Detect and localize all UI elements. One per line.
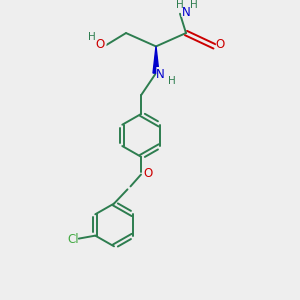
Text: H: H bbox=[176, 1, 184, 10]
Text: O: O bbox=[143, 167, 152, 179]
Text: N: N bbox=[182, 6, 190, 19]
Text: Cl: Cl bbox=[68, 233, 79, 246]
Text: N: N bbox=[154, 67, 167, 82]
Text: O: O bbox=[216, 38, 225, 50]
Text: H: H bbox=[88, 32, 95, 42]
Text: N: N bbox=[156, 68, 165, 81]
Text: O: O bbox=[94, 37, 107, 52]
Text: O: O bbox=[96, 38, 105, 50]
Text: O: O bbox=[214, 37, 227, 52]
Polygon shape bbox=[153, 46, 159, 73]
Text: H: H bbox=[168, 76, 176, 86]
Text: N: N bbox=[180, 5, 192, 20]
Text: H: H bbox=[190, 1, 197, 10]
Text: O: O bbox=[141, 166, 154, 181]
